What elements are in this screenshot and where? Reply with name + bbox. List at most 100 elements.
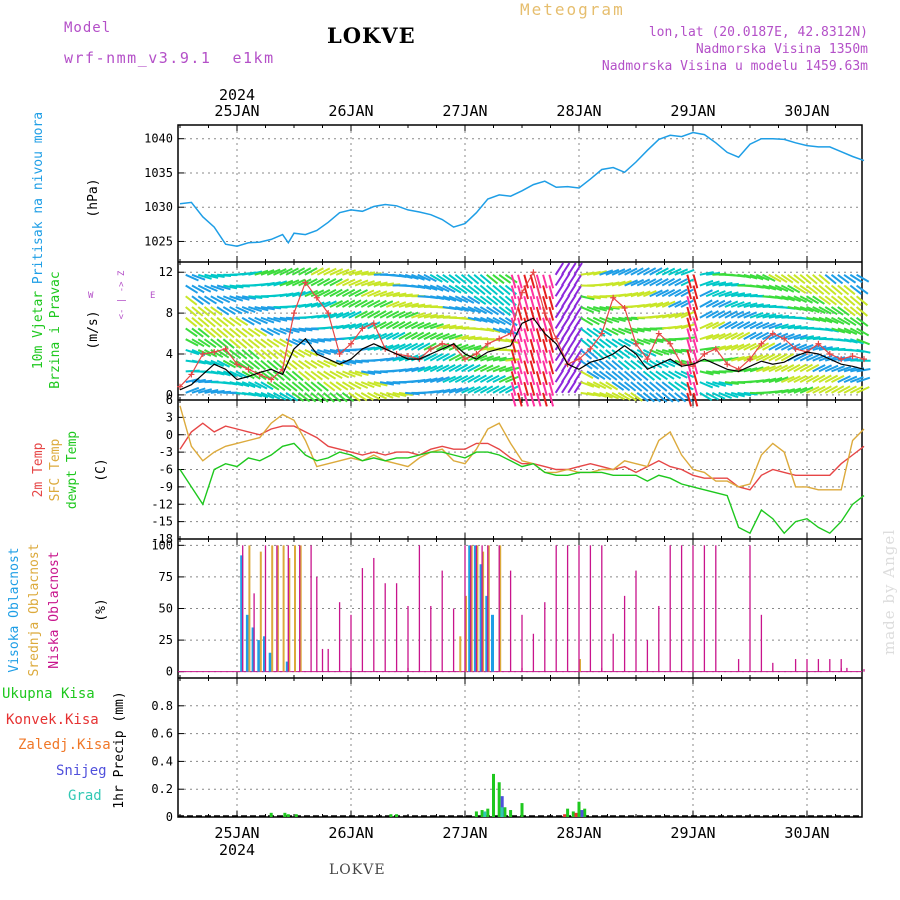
wind-arrow [517, 317, 523, 332]
wind-arrow [636, 290, 651, 298]
wind-arrow [241, 381, 256, 389]
wind-arrow [260, 269, 275, 276]
wind-arrow [843, 316, 857, 327]
wind-arrow [386, 291, 401, 298]
wind-arrow [273, 327, 287, 335]
precip-bar [497, 782, 501, 817]
wind-arrow [529, 317, 536, 332]
wind-arrow [799, 284, 813, 295]
wind-arrow [185, 316, 198, 328]
wind-gust-marker [724, 361, 731, 368]
wind-arrow [442, 387, 457, 394]
wind-arrow [529, 349, 536, 364]
wind-arrow [373, 391, 387, 400]
precip-axis-label: 1hr Precip (mm) [112, 691, 127, 808]
y-tick-label: 0 [166, 810, 173, 824]
wind-arrow [216, 370, 231, 377]
wind-arrow [197, 316, 210, 328]
wind-arrow [780, 284, 795, 293]
wind-arrow [229, 370, 243, 378]
wind-arrow [417, 321, 431, 330]
wind-arrow [843, 366, 858, 373]
wind-arrow [605, 281, 620, 287]
wind-arrow [724, 332, 738, 341]
precip-axis-label-group: 1hr Precip (mm) [112, 691, 127, 808]
wind-arrow [473, 345, 488, 351]
wind-arrow [768, 364, 782, 373]
wind-arrow [454, 273, 467, 285]
wind-arrow [241, 316, 255, 326]
wind-arrow [724, 391, 739, 399]
wind-arrow [692, 306, 699, 321]
wind-arrow [404, 302, 419, 308]
wind-arrow [655, 381, 668, 392]
precip-bar [483, 811, 487, 817]
wind-arrow [304, 348, 318, 357]
wind-arrow [586, 381, 601, 389]
wind-arrow [210, 316, 223, 328]
wind-arrow [492, 316, 506, 326]
wind-gust-marker [234, 361, 240, 368]
wind-arrow [661, 348, 677, 355]
wind-arrow [774, 388, 789, 394]
wind-arrow [542, 392, 548, 407]
wind-arrow [216, 295, 231, 304]
wind-arrow [285, 381, 298, 392]
temp-unit-group: (C) [94, 458, 109, 481]
wind-arrow [354, 381, 369, 389]
wind-arrow [385, 310, 400, 319]
wind-arrow [317, 300, 331, 308]
wind-arrow [793, 353, 807, 362]
station-title: LOKVE [327, 23, 416, 48]
wind-arrow [856, 327, 870, 337]
wind-arrow [241, 295, 257, 300]
wind-gust-marker [302, 279, 309, 286]
wind-arrow [203, 338, 217, 349]
wind-arrow [831, 365, 845, 373]
wind-arrow [548, 295, 555, 311]
y-tick-label: 25 [159, 633, 173, 647]
wind-arrow [517, 306, 523, 321]
wind-arrow [310, 348, 325, 356]
wind-arrow [649, 381, 662, 392]
wind-arrow [185, 327, 198, 338]
precip-legend-item: Zaledj.Kisa [18, 737, 111, 753]
wind-arrow [379, 332, 394, 341]
wind-arrow [718, 300, 732, 308]
wind-arrow [699, 381, 714, 389]
wind-arrow [755, 321, 770, 330]
wind-arrow [755, 273, 770, 282]
wind-arrow [454, 386, 469, 394]
wind-arrow [605, 370, 618, 381]
wind-arrow [517, 349, 523, 364]
wind-arrow [611, 268, 626, 276]
wind-arrow [592, 381, 607, 390]
wind-arrow [517, 371, 523, 386]
wind-arrow [467, 284, 480, 295]
wind-arrow [254, 316, 268, 325]
wind-arrow [668, 312, 683, 319]
wind-arrow [423, 332, 437, 341]
wind-gust-marker [268, 376, 275, 383]
wind-arrow [191, 327, 204, 338]
wind-arrow [806, 336, 821, 341]
wind-arrow [254, 349, 267, 360]
wind-arrow [191, 273, 206, 281]
wind-arrow [599, 381, 613, 390]
wind-arrow [799, 344, 814, 351]
precip-bar [583, 808, 587, 817]
wind-arrow [291, 267, 306, 276]
wind-arrow [749, 303, 764, 308]
wind-arrow [818, 374, 832, 383]
wind-arrow [674, 392, 687, 403]
wind-arrow [467, 363, 481, 373]
wind-gust-marker [587, 345, 594, 352]
wind-arrow [856, 368, 871, 373]
wind-arrow [310, 370, 323, 381]
temp-sfc-line [179, 405, 865, 491]
wind-arrow [774, 273, 788, 284]
wind-arrow [266, 391, 281, 400]
top-day-label: 26JAN [328, 102, 373, 120]
model-altitude-text: Nadmorska Visina u modelu 1459.63m [601, 59, 868, 74]
wind-arrow [567, 283, 577, 297]
